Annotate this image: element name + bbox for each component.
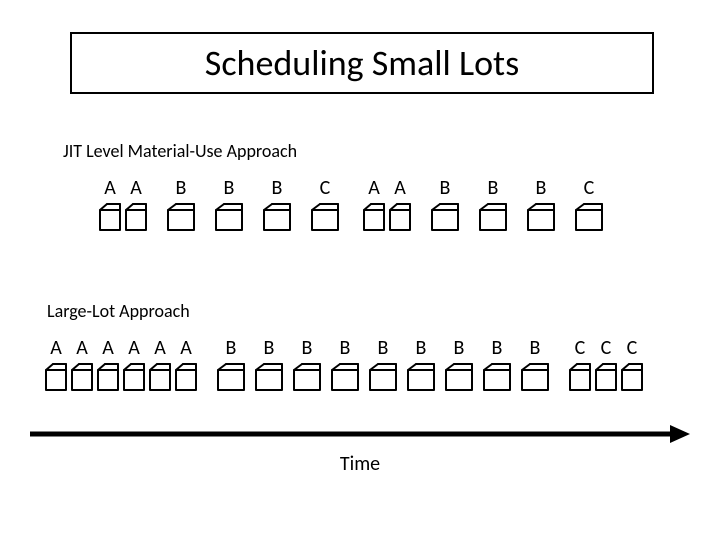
lot-label: B	[254, 336, 284, 360]
lot-box-icon	[216, 362, 246, 392]
lot-label: B	[166, 176, 196, 200]
row2-labels: AAAAAABBBBBBBBBCCC	[0, 336, 720, 360]
lot-label: B	[444, 336, 474, 360]
lot-label: B	[368, 336, 398, 360]
lot-box-icon	[574, 202, 604, 232]
lot-box-icon	[310, 202, 340, 232]
lot-box-icon	[568, 362, 592, 392]
lot-box-icon	[148, 362, 172, 392]
lot-label: C	[620, 336, 644, 360]
lot-box-icon	[44, 362, 68, 392]
row1-labels: AABBBCAABBBC	[0, 176, 720, 200]
lot-label: C	[310, 176, 340, 200]
lot-box-icon	[70, 362, 94, 392]
lot-label: B	[216, 336, 246, 360]
lot-box-icon	[124, 202, 148, 232]
time-label: Time	[0, 452, 720, 476]
page-title: Scheduling Small Lots	[70, 32, 654, 94]
lot-label: A	[98, 176, 122, 200]
approach2-label: Large-Lot Approach	[47, 300, 190, 322]
lot-label: A	[124, 176, 148, 200]
lot-label: C	[574, 176, 604, 200]
lot-label: B	[406, 336, 436, 360]
lot-label: B	[526, 176, 556, 200]
lot-box-icon	[444, 362, 474, 392]
lot-label: A	[148, 336, 172, 360]
lot-label: A	[96, 336, 120, 360]
lot-box-icon	[594, 362, 618, 392]
lot-box-icon	[430, 202, 460, 232]
lot-box-icon	[122, 362, 146, 392]
lot-label: B	[214, 176, 244, 200]
lot-box-icon	[406, 362, 436, 392]
lot-label: B	[430, 176, 460, 200]
lot-label: B	[478, 176, 508, 200]
lot-box-icon	[620, 362, 644, 392]
approach1-label: JIT Level Material-Use Approach	[63, 140, 297, 162]
lot-box-icon	[262, 202, 292, 232]
lot-label: A	[122, 336, 146, 360]
lot-box-icon	[214, 202, 244, 232]
lot-label: B	[482, 336, 512, 360]
lot-box-icon	[520, 362, 550, 392]
lot-box-icon	[526, 202, 556, 232]
lot-label: C	[568, 336, 592, 360]
slide: Scheduling Small Lots JIT Level Material…	[0, 0, 720, 540]
lot-box-icon	[166, 202, 196, 232]
lot-label: B	[262, 176, 292, 200]
time-arrow	[30, 425, 690, 443]
lot-box-icon	[174, 362, 198, 392]
lot-label: C	[594, 336, 618, 360]
lot-box-icon	[362, 202, 386, 232]
row1-boxes	[0, 202, 720, 242]
lot-label: A	[70, 336, 94, 360]
lot-label: B	[330, 336, 360, 360]
title-text: Scheduling Small Lots	[205, 41, 519, 85]
lot-box-icon	[388, 202, 412, 232]
lot-label: A	[44, 336, 68, 360]
lot-box-icon	[98, 202, 122, 232]
lot-box-icon	[96, 362, 120, 392]
lot-box-icon	[330, 362, 360, 392]
lot-box-icon	[368, 362, 398, 392]
lot-label: A	[388, 176, 412, 200]
lot-box-icon	[482, 362, 512, 392]
row2-boxes	[0, 362, 720, 402]
lot-label: B	[292, 336, 322, 360]
lot-box-icon	[292, 362, 322, 392]
lot-box-icon	[254, 362, 284, 392]
lot-label: B	[520, 336, 550, 360]
lot-label: A	[174, 336, 198, 360]
lot-box-icon	[478, 202, 508, 232]
lot-label: A	[362, 176, 386, 200]
